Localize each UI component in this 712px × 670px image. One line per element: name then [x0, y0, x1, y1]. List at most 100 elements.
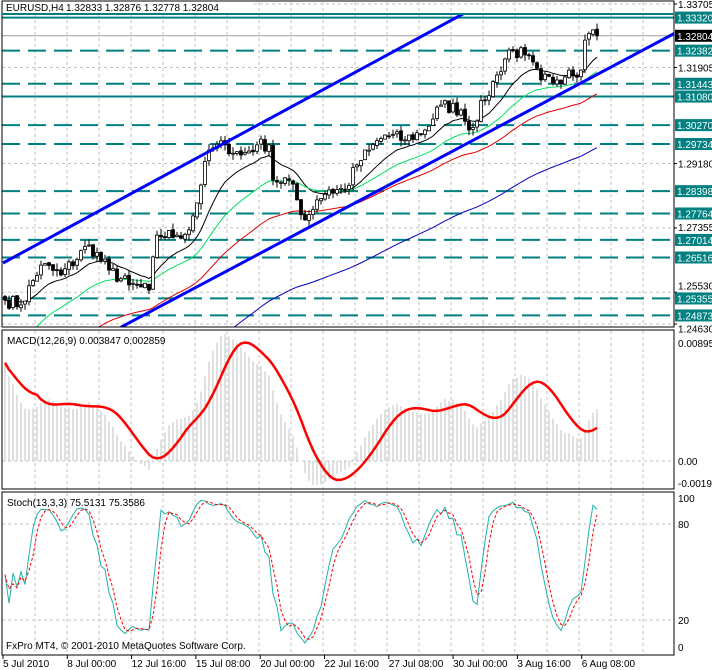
price-level-tag	[675, 44, 712, 57]
candle-body	[355, 164, 359, 168]
candle-body	[431, 118, 435, 126]
candle-body	[107, 258, 111, 271]
candle-body	[167, 229, 171, 239]
candle-body	[259, 138, 263, 145]
macd-panel	[2, 333, 674, 485]
candle-body	[291, 180, 295, 185]
candle-body	[7, 299, 11, 309]
candle-body	[287, 178, 291, 181]
candle-body	[87, 244, 91, 247]
symbol-label: EURUSD,H4	[6, 3, 64, 14]
time-tick-label: 12 Jul 16:00	[132, 659, 187, 670]
header-bg	[3, 2, 253, 13]
candle-body	[299, 199, 303, 216]
price-tick-label: 1.25530	[678, 281, 712, 292]
candle-body	[103, 258, 107, 262]
candle-body	[235, 151, 239, 154]
candle-body	[447, 100, 451, 113]
time-axis[interactable]: 5 Jul 2010 8 Jul 00:00 12 Jul 16:00 15 Jul …	[2, 655, 636, 670]
stoch-tick-label: 80	[678, 520, 690, 531]
candle-body	[359, 160, 363, 167]
price-level-label: 1.27764	[677, 209, 712, 220]
candle-body	[363, 149, 367, 161]
candle-body	[147, 283, 151, 291]
candle-body	[151, 256, 155, 290]
price-level-label: 1.25355	[677, 294, 712, 305]
candle-body	[111, 268, 115, 271]
price-level-tag	[675, 90, 712, 103]
candle-body	[267, 144, 271, 152]
candle-body	[403, 139, 407, 142]
candle-body	[419, 133, 423, 136]
price-level-label: 1.30270	[677, 121, 712, 132]
horizontal-levels	[2, 16, 674, 317]
candle-body	[47, 262, 51, 266]
time-tick-label: 20 Jul 00:00	[260, 659, 315, 670]
candle-body	[35, 275, 39, 282]
candle-body	[387, 135, 391, 138]
price-level-tag	[675, 309, 712, 322]
ma-blue-line	[233, 147, 598, 327]
price-level-label: 1.24873	[677, 311, 712, 322]
candle-body	[51, 264, 55, 271]
candle-body	[535, 62, 539, 69]
candle-body	[539, 68, 543, 81]
candle-body	[99, 252, 103, 261]
candle-body	[487, 95, 491, 101]
current-price-label: 1.32804	[677, 32, 712, 43]
candle-body	[551, 76, 555, 84]
candle-body	[191, 215, 195, 232]
candle-body	[123, 275, 127, 279]
time-tick-label: 30 Jul 00:00	[453, 659, 508, 670]
candle-body	[371, 144, 375, 150]
price-level-label: 1.32382	[677, 47, 712, 58]
stoch-tick-label: 0	[678, 643, 684, 654]
candles	[3, 23, 599, 312]
time-tick-label: 8 Jul 00:00	[67, 659, 116, 670]
candle-body	[351, 167, 355, 186]
candle-body	[479, 100, 483, 122]
current-price-tag	[675, 29, 712, 42]
candle-body	[155, 234, 159, 258]
candle-body	[283, 177, 287, 184]
price-level-label: 1.31443	[677, 80, 712, 91]
price-axis[interactable]: 1.33705 1.31905 1.29180 1.27355 1.25530 1.246…	[674, 0, 712, 654]
price-level-label: 1.29734	[677, 140, 712, 151]
candle-body	[379, 138, 383, 142]
stoch-panel	[2, 499, 674, 644]
price-level-label: 1.26516	[677, 253, 712, 264]
candle-body	[55, 269, 59, 272]
candle-body	[587, 32, 591, 40]
candle-body	[187, 229, 191, 235]
stoch-tick-label: 20	[678, 616, 690, 627]
candle-body	[375, 140, 379, 146]
price-tick-label: 1.33705	[678, 0, 712, 11]
candle-body	[571, 69, 575, 77]
candle-body	[567, 69, 571, 78]
candle-body	[75, 259, 79, 266]
candle-body	[71, 261, 75, 267]
macd-signal-line	[3, 341, 598, 482]
candle-body	[327, 189, 331, 196]
candle-body	[323, 193, 327, 200]
candle-body	[179, 235, 183, 239]
candle-body	[255, 144, 259, 152]
candle-body	[39, 264, 43, 276]
candle-body	[463, 108, 467, 122]
candle-body	[347, 185, 351, 190]
candle-body	[239, 150, 243, 156]
candle-body	[63, 268, 67, 275]
candle-body	[115, 268, 119, 282]
trendlines[interactable]	[2, 4, 677, 327]
candle-body	[135, 283, 139, 286]
candle-body	[415, 132, 419, 141]
candle-body	[159, 234, 163, 238]
candle-body	[547, 74, 551, 77]
candle-body	[251, 149, 255, 153]
candle-body	[307, 214, 311, 221]
price-tick-label: 1.27355	[678, 223, 712, 234]
candle-body	[139, 284, 143, 288]
candle-body	[499, 71, 503, 76]
